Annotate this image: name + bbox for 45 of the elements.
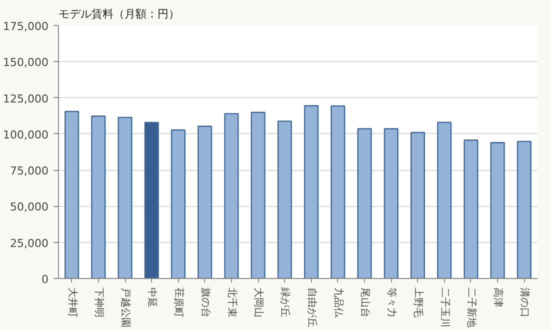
y-tick-label: 125,000 [3, 92, 49, 106]
x-tick-label: 九品仏 [332, 288, 344, 318]
x-tick-label: 中延 [146, 288, 158, 308]
bar [437, 122, 452, 278]
x-tick-label: 上野毛 [412, 288, 424, 318]
x-tick-label: 尾山台 [359, 288, 372, 318]
x-tick-label: 二子新地 [465, 288, 478, 328]
bar [464, 140, 478, 278]
bar [144, 122, 159, 278]
x-tick-label: 下神明 [92, 288, 105, 318]
x-tick-label: 緑が丘 [279, 286, 292, 318]
x-tick-label: 自由が丘 [306, 288, 318, 328]
x-tick-label: 等々力 [386, 288, 398, 318]
bar [118, 116, 132, 278]
x-tick-label: 溝の口 [518, 288, 531, 318]
bar [330, 105, 346, 278]
x-tick-label: 二子玉川 [438, 288, 451, 328]
bar [224, 113, 239, 278]
bar [304, 105, 319, 278]
chart-title: モデル賃料（月額：円） [58, 8, 180, 20]
x-tick-label: 大井町 [66, 288, 78, 318]
y-tick-label: 175,000 [3, 20, 49, 33]
y-tick-label: 100,000 [3, 128, 49, 142]
x-tick-label: 旗の台 [199, 288, 212, 318]
x-tick-label: 北千束 [226, 288, 238, 318]
x-tick-label: 大岡山 [252, 288, 265, 318]
bar [410, 132, 426, 278]
y-tick-label: 150,000 [3, 56, 49, 70]
bar [91, 116, 106, 278]
y-tick-label: 0 [42, 273, 48, 286]
bar [384, 128, 398, 278]
bar [357, 128, 372, 278]
x-tick-label: 戸越公園 [120, 288, 132, 328]
x-tick-label: 荏原町 [172, 288, 185, 318]
y-tick-label: 75,000 [10, 164, 49, 178]
bar [277, 120, 292, 278]
bar [170, 129, 186, 278]
y-tick-label: 50,000 [10, 200, 49, 214]
y-tick-label: 25,000 [10, 236, 49, 250]
bar [198, 126, 212, 278]
bar [250, 112, 266, 278]
bar [64, 110, 80, 278]
x-tick-label: 高津 [492, 288, 504, 308]
bar [490, 142, 505, 278]
bar [516, 140, 532, 278]
